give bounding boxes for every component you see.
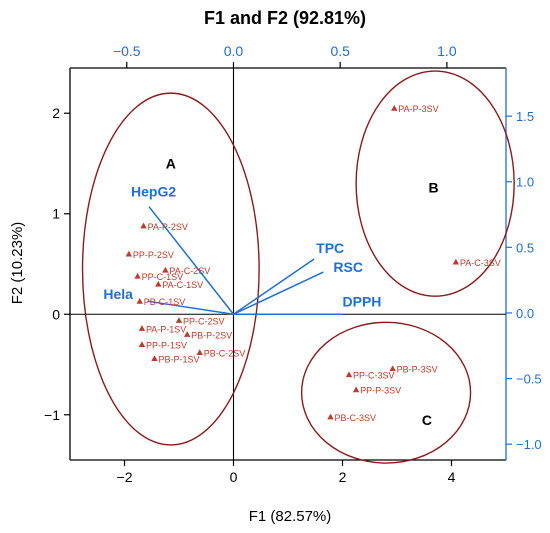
cluster-ellipse-a [81, 92, 260, 446]
observation-marker [352, 386, 360, 393]
observation-label: PB-P-2SV [191, 330, 232, 340]
observation-label: PA-C-1SV [162, 280, 203, 290]
observation-points: PA-P-3SV PA-C-3SV PA-P-2SV PP-P-2SV PA-C-2SV… [125, 104, 501, 423]
observation-marker [138, 341, 146, 347]
chart-title: F1 and F2 (92.81%) [204, 8, 366, 28]
x-tick-label: −2 [117, 469, 133, 485]
y-tick-label: 0 [52, 306, 60, 322]
top-tick-label: −0.5 [113, 43, 141, 59]
right-tick-label: −1.0 [516, 437, 542, 452]
x-tick-label: 4 [448, 469, 456, 485]
observation-marker [136, 297, 143, 304]
observation-marker [196, 349, 203, 356]
observation-label: PP-P-1SV [146, 340, 187, 350]
right-tick-label: 0.0 [516, 306, 534, 321]
loading-label-hela: Hela [103, 286, 133, 302]
observation-marker [134, 272, 141, 279]
loading-vector-hepg2 [148, 206, 235, 315]
loading-vectors: HepG2 TPC RSC DPPH Hela [103, 184, 382, 316]
observation-label: PB-P-1SV [158, 354, 199, 364]
observation-marker [151, 355, 158, 362]
loading-vector-rsc [233, 271, 324, 315]
observation-label: PA-P-1SV [146, 324, 186, 334]
x-tick-label: 0 [230, 469, 238, 485]
observation-label: PB-C-3SV [335, 413, 377, 423]
y-axis-label: F2 (10.23%) [9, 222, 26, 305]
top-tick-label: 0.5 [330, 43, 350, 59]
observation-marker [125, 250, 133, 257]
observation-label: PP-C-1SV [142, 272, 184, 282]
cluster-label-a: A [166, 156, 176, 172]
plot-frame: −2 0 2 4 −1 0 1 2 −0.5 0.0 0.5 1.0 −1.0 −0.5 0.0 0.5 1.0… [44, 43, 542, 485]
y-tick-label: 1 [52, 206, 60, 222]
y-tick-label: 2 [52, 105, 60, 121]
loading-label-rsc: RSC [333, 259, 363, 275]
observation-label: PA-P-3SV [398, 104, 438, 114]
observation-marker [155, 280, 162, 287]
loading-vector-hela [147, 300, 234, 315]
x-axis-label: F1 (82.57%) [249, 508, 332, 525]
right-tick-label: 1.0 [516, 175, 534, 190]
observation-marker [183, 331, 191, 337]
observation-label: PB-C-2SV [204, 348, 246, 358]
observation-marker [345, 371, 353, 378]
loading-label-hepg2: HepG2 [131, 184, 176, 200]
observation-label: PP-C-3SV [353, 371, 395, 381]
right-tick-label: −0.5 [516, 372, 542, 387]
top-tick-label: 1.0 [437, 43, 457, 59]
observation-label: PB-P-3SV [397, 365, 438, 375]
observation-marker [327, 413, 334, 420]
observation-marker [140, 222, 147, 229]
observation-label: PA-C-2SV [169, 266, 210, 276]
observation-label: PB-C-1SV [144, 297, 186, 307]
loading-label-dpph: DPPH [343, 293, 382, 309]
observation-label: PP-C-2SV [183, 316, 225, 326]
cluster-ellipse-b [355, 70, 515, 297]
observation-marker [391, 105, 398, 111]
cluster-ellipse-c [300, 321, 472, 464]
right-tick-label: 0.5 [516, 240, 534, 255]
observation-label: PP-P-3SV [360, 386, 401, 396]
right-tick-label: 1.5 [516, 109, 534, 124]
loading-vector-tpc [233, 258, 315, 315]
observation-marker [162, 266, 169, 273]
cluster-ellipses: A B C [81, 70, 515, 464]
cluster-label-b: B [428, 180, 438, 196]
x-tick-label: 2 [339, 469, 347, 485]
loading-label-tpc: TPC [316, 240, 344, 256]
y-tick-label: −1 [44, 407, 60, 423]
observation-marker [138, 325, 146, 331]
observation-label: PP-P-2SV [133, 250, 174, 260]
observation-label: PA-P-2SV [148, 222, 188, 232]
cluster-label-c: C [422, 412, 432, 428]
observation-label: PA-C-3SV [460, 258, 501, 268]
top-tick-label: 0.0 [224, 43, 244, 59]
observation-marker [389, 365, 396, 372]
observation-marker [175, 317, 183, 323]
observation-marker [452, 258, 460, 265]
